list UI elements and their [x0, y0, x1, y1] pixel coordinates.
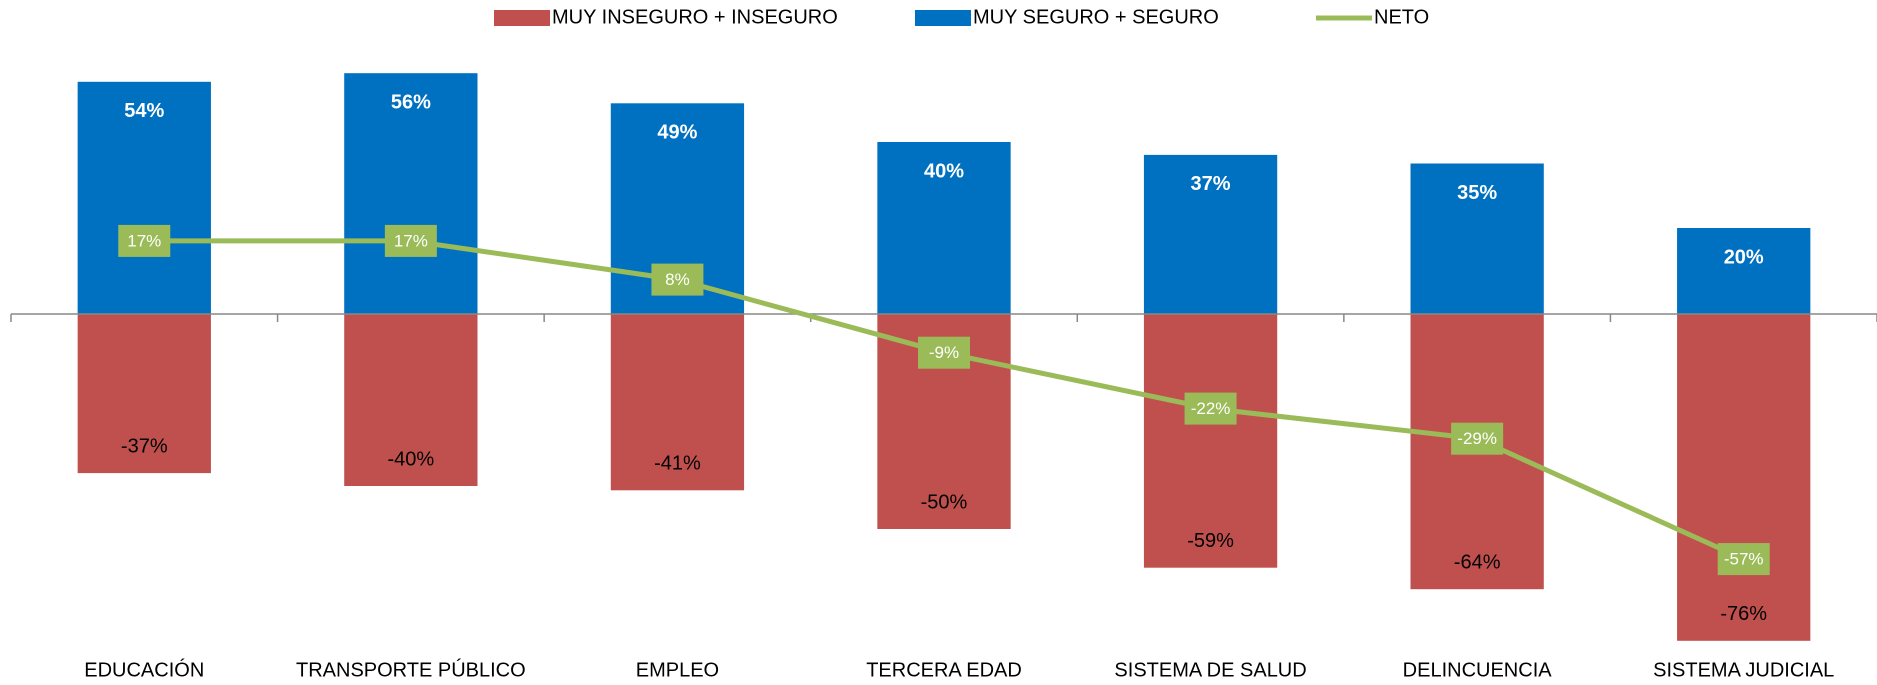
- data-label: 54%: [124, 100, 164, 122]
- bar: [1143, 154, 1278, 314]
- data-label: -76%: [1720, 603, 1767, 625]
- data-label: -50%: [921, 491, 968, 513]
- data-label: -40%: [388, 448, 435, 470]
- bar: [77, 81, 211, 314]
- legend-label: MUY SEGURO + SEGURO: [973, 6, 1219, 28]
- legend-swatch: [915, 10, 971, 26]
- data-label: 8%: [665, 270, 690, 289]
- line-label-box: [1184, 392, 1237, 425]
- data-label: -37%: [121, 435, 168, 457]
- data-label: 37%: [1191, 173, 1231, 195]
- bar: [1143, 314, 1278, 568]
- bar: [1410, 163, 1544, 314]
- line-label-box: [918, 336, 970, 369]
- data-label: 49%: [657, 122, 697, 144]
- bar: [344, 73, 478, 314]
- data-label: -29%: [1457, 429, 1497, 448]
- x-tick-label: TRANSPORTE PÚBLICO: [296, 658, 526, 681]
- bar: [1677, 314, 1811, 641]
- x-tick-label: TERCERA EDAD: [866, 659, 1022, 681]
- line-label-box: [118, 224, 171, 257]
- data-label: -59%: [1187, 530, 1234, 552]
- data-label: 35%: [1457, 182, 1497, 204]
- data-label: -22%: [1191, 399, 1231, 418]
- bar: [77, 314, 211, 474]
- line-label-box: [651, 263, 704, 296]
- bar: [344, 314, 478, 486]
- data-label: -57%: [1724, 550, 1764, 569]
- x-tick-label: EMPLEO: [636, 659, 719, 681]
- legend-label: NETO: [1374, 6, 1429, 28]
- data-label: -9%: [929, 343, 959, 362]
- data-label: 17%: [394, 231, 428, 250]
- data-label: 56%: [391, 91, 431, 113]
- data-label: -64%: [1454, 551, 1501, 573]
- bar: [610, 314, 745, 491]
- line-label-box: [384, 224, 437, 257]
- x-tick-label: DELINCUENCIA: [1403, 659, 1553, 681]
- legend-label: MUY INSEGURO + INSEGURO: [552, 6, 838, 28]
- legend-swatch: [494, 10, 550, 26]
- data-label: 20%: [1724, 246, 1764, 268]
- bar: [1677, 228, 1811, 314]
- data-label: 40%: [924, 160, 964, 182]
- data-label: -41%: [654, 453, 701, 475]
- bar: [877, 142, 1011, 314]
- line-label-box: [1451, 422, 1504, 455]
- data-label: 17%: [127, 231, 161, 250]
- x-tick-label: SISTEMA JUDICIAL: [1653, 659, 1834, 681]
- x-tick-label: EDUCACIÓN: [84, 658, 204, 681]
- x-tick-label: SISTEMA DE SALUD: [1114, 659, 1306, 681]
- line-label-box: [1717, 543, 1770, 576]
